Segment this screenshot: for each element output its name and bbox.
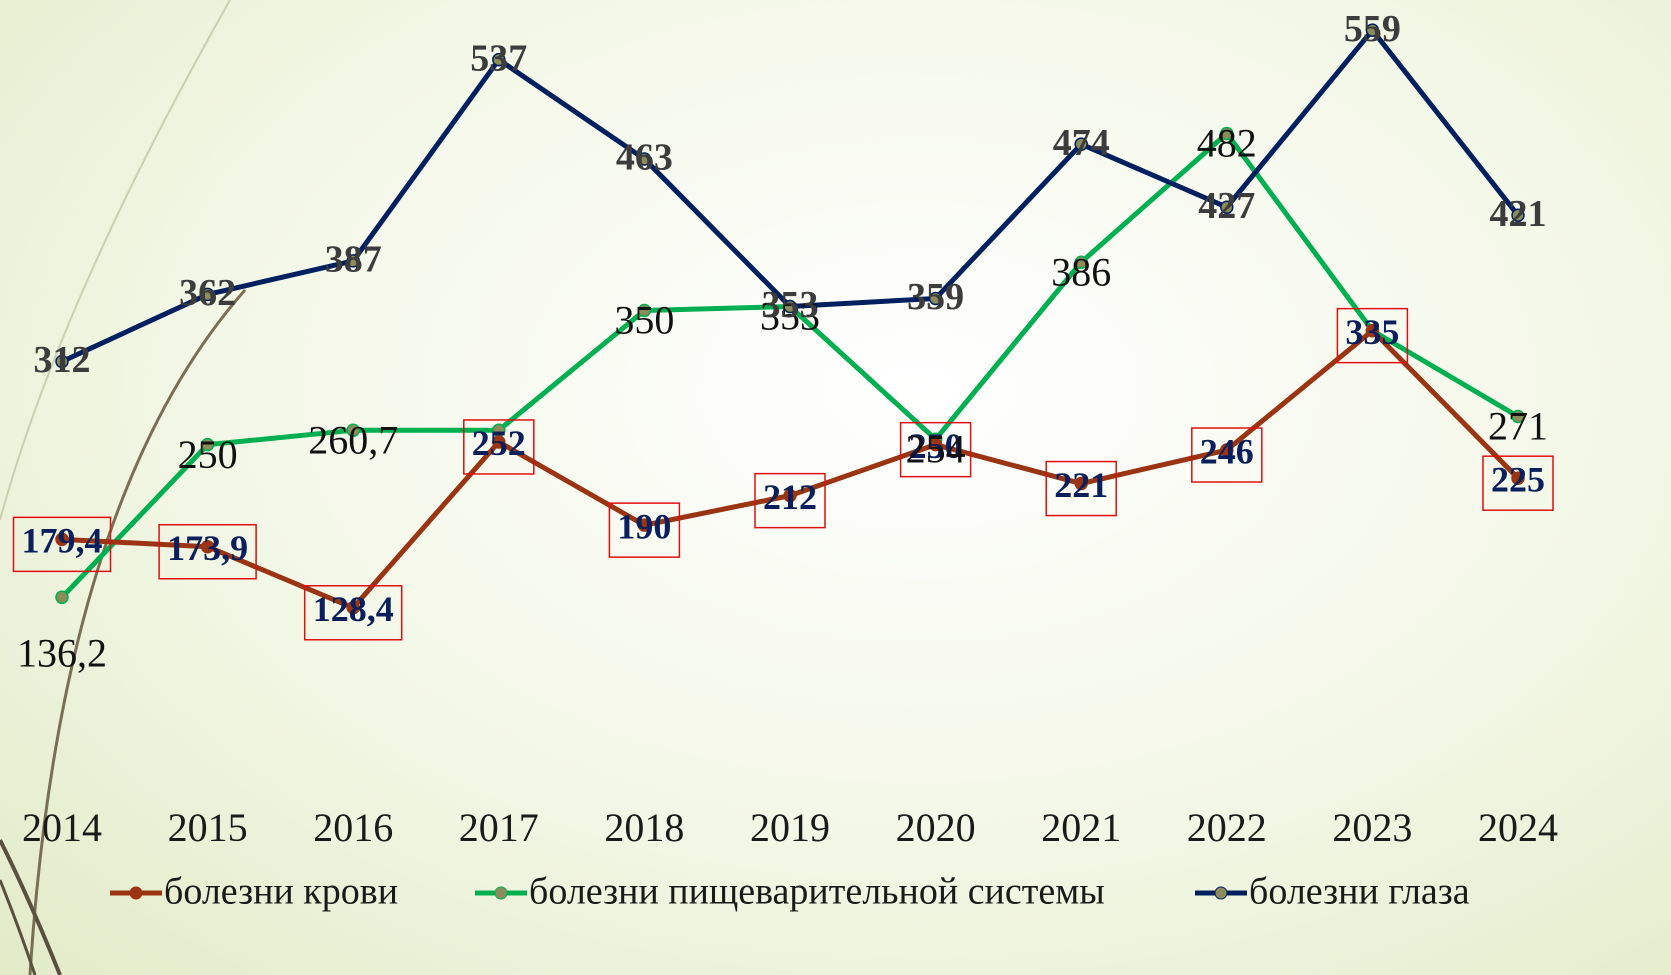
x-tick-label: 2022 [1187, 805, 1267, 850]
data-point [783, 488, 797, 503]
data-point [1511, 409, 1525, 424]
data-label: 312 [34, 339, 91, 381]
legend-label: болезни глаза [1249, 871, 1470, 913]
data-point [55, 532, 69, 547]
data-point [346, 423, 360, 438]
data-point [55, 590, 69, 605]
data-label: 271 [1488, 404, 1548, 449]
data-label: 260,7 [308, 417, 398, 462]
label-box [608, 502, 681, 558]
x-tick-label: 2023 [1332, 805, 1412, 850]
label-box [12, 516, 112, 573]
legend-marker [1214, 886, 1228, 900]
legend-marker [494, 886, 508, 900]
decoration [0, 0, 247, 975]
data-point [783, 299, 797, 314]
x-tick-label: 2021 [1041, 805, 1121, 850]
series-line [61, 328, 1520, 611]
label-box [1045, 460, 1117, 517]
x-tick-label: 2018 [604, 805, 684, 850]
data-label: 559 [1344, 8, 1401, 50]
data-label: 463 [616, 137, 673, 179]
data-label: 212 [763, 477, 817, 517]
data-label: 179,4 [22, 521, 103, 561]
data-label: 252 [472, 423, 526, 463]
x-tick-label: 2014 [22, 805, 102, 850]
data-point [492, 435, 506, 449]
data-label: 225 [1491, 459, 1545, 499]
data-point [1220, 126, 1234, 141]
data-label: 254 [906, 426, 966, 471]
data-label: 421 [1490, 193, 1547, 235]
data-label: 128,4 [313, 589, 394, 629]
data-point [1511, 208, 1525, 223]
data-label: 482 [1197, 121, 1257, 166]
data-point [1074, 137, 1088, 151]
data-label: 190 [617, 506, 671, 546]
legend-marker [129, 886, 143, 900]
data-label: 136,2 [17, 630, 107, 675]
data-label: 221 [1054, 465, 1108, 505]
legend-item: болезни пищеварительной системы [475, 871, 1105, 913]
data-point [200, 287, 215, 302]
data-point [928, 437, 943, 452]
x-tick-label: 2015 [168, 805, 248, 850]
data-label: 353 [760, 294, 820, 339]
data-point [637, 303, 652, 318]
data-point [346, 601, 360, 615]
data-point [1220, 200, 1234, 214]
x-tick-label: 2016 [313, 805, 393, 850]
legend-item: болезни крови [110, 871, 398, 913]
data-point [637, 152, 652, 166]
data-label: 335 [1345, 312, 1399, 352]
data-point [1365, 23, 1380, 37]
label-box [158, 523, 257, 580]
label-box [463, 419, 535, 475]
legend-label: болезни пищеварительной системы [529, 871, 1105, 913]
data-point [637, 518, 652, 532]
data-label: 250 [178, 432, 238, 477]
data-point [928, 291, 943, 306]
data-label: 173,9 [167, 528, 248, 568]
label-box [754, 472, 826, 529]
data-label: 246 [1200, 431, 1254, 471]
x-tick-label: 2020 [896, 805, 976, 850]
data-point [200, 437, 215, 452]
data-label: 359 [907, 276, 964, 318]
label-box [1191, 427, 1263, 483]
data-point [346, 254, 360, 268]
data-label: 386 [1051, 249, 1111, 294]
data-point [1220, 443, 1234, 457]
data-label: 350 [614, 298, 674, 343]
data-point [1074, 255, 1088, 269]
data-point [1365, 323, 1380, 338]
legend-item: болезни глаза [1195, 871, 1470, 913]
label-box [899, 421, 972, 478]
data-point [492, 52, 506, 67]
data-label: 362 [179, 272, 236, 314]
data-label: 353 [762, 284, 819, 326]
data-label: 387 [325, 239, 382, 281]
x-tick-label: 2024 [1478, 805, 1558, 850]
data-label: 474 [1053, 122, 1110, 164]
data-point [1511, 471, 1525, 485]
legend-label: болезни крови [164, 871, 398, 913]
label-box [303, 585, 403, 641]
data-label: 250 [909, 426, 963, 466]
data-label: 427 [1198, 185, 1255, 227]
label-box [1336, 307, 1409, 364]
data-point [1074, 476, 1088, 491]
x-tick-label: 2019 [750, 805, 830, 850]
label-box [1482, 455, 1554, 511]
data-point [55, 354, 69, 369]
x-tick-label: 2017 [459, 805, 539, 850]
data-point [200, 539, 215, 554]
data-label: 537 [470, 37, 527, 79]
